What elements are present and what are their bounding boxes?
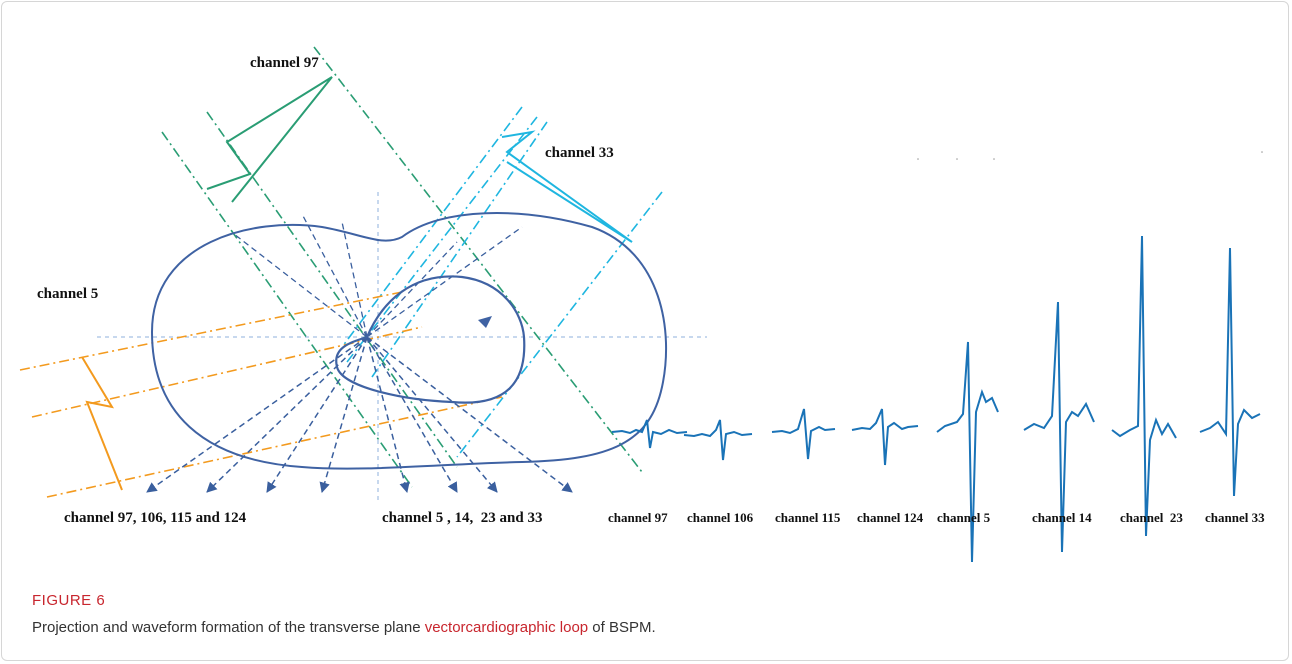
stray-marks xyxy=(917,151,1263,160)
figure-frame: channel 97 channel 33 channel 5 channel … xyxy=(1,1,1289,661)
waveform-label: channel 14 xyxy=(1032,510,1092,525)
orange-waveform xyxy=(82,357,122,490)
label: channel 5 , 14, 23 and 33 xyxy=(382,510,542,526)
caption-text: Projection and waveform formation of the… xyxy=(32,619,425,636)
label: channel 33 xyxy=(545,145,614,161)
waveform-label: channel 33 xyxy=(1205,510,1265,525)
figure-diagram: channel 97 channel 33 channel 5 channel … xyxy=(2,2,1289,582)
waveform-label: channel 5 xyxy=(937,510,991,525)
waveform-label: channel 106 xyxy=(687,510,754,525)
label: channel 5 xyxy=(37,286,98,302)
caption-text: of BSPM. xyxy=(588,619,656,636)
waveform-label: channel 124 xyxy=(857,510,924,525)
cyan-projections xyxy=(342,107,662,457)
green-waveform xyxy=(207,77,332,202)
caption: Projection and waveform formation of the… xyxy=(32,619,656,636)
loop-arrow xyxy=(478,316,492,328)
label: channel 97 xyxy=(250,55,319,71)
label: channel 97, 106, 115 and 124 xyxy=(64,510,247,526)
waveform-labels: channel 97 channel 106 channel 115 channel … xyxy=(608,510,1265,525)
figure-number: FIGURE 6 xyxy=(32,592,105,609)
waveform-label: channel 23 xyxy=(1120,510,1183,525)
torso-outline xyxy=(152,213,666,469)
caption-link[interactable]: vectorcardiographic loop xyxy=(425,619,588,636)
waveform-label: channel 115 xyxy=(775,510,841,525)
waveform-label: channel 97 xyxy=(608,510,668,525)
